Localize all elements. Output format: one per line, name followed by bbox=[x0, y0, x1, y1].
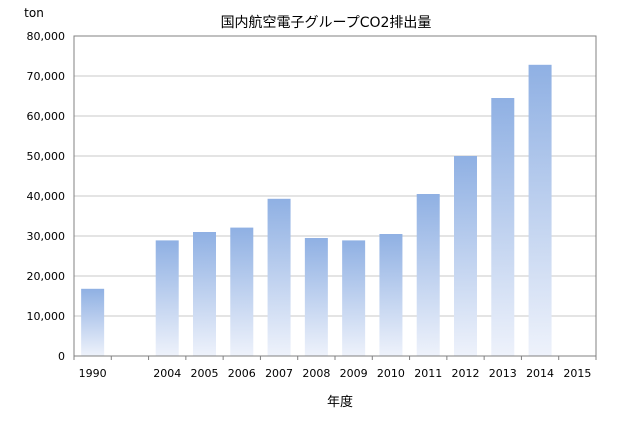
axes bbox=[73, 35, 597, 360]
y-tick-label: 10,000 bbox=[27, 310, 66, 323]
x-tick-label: 2005 bbox=[191, 367, 219, 380]
bar bbox=[416, 194, 440, 356]
y-tick-label: 0 bbox=[58, 350, 65, 363]
x-tick-label: 2007 bbox=[265, 367, 293, 380]
x-tick-label: 2009 bbox=[340, 367, 368, 380]
y-tick-label: 60,000 bbox=[27, 110, 66, 123]
x-tick-label: 2013 bbox=[489, 367, 517, 380]
y-tick-label: 20,000 bbox=[27, 270, 66, 283]
x-tick-label: 2014 bbox=[526, 367, 554, 380]
y-tick-label: 30,000 bbox=[27, 230, 66, 243]
bar bbox=[342, 240, 366, 356]
x-tick-label: 2012 bbox=[452, 367, 480, 380]
x-tick-label: 2011 bbox=[414, 367, 442, 380]
x-axis-label: 年度 bbox=[327, 394, 353, 410]
bar bbox=[528, 64, 552, 357]
y-tick-label: 40,000 bbox=[27, 190, 66, 203]
bar bbox=[304, 238, 328, 356]
y-axis-label: ton bbox=[24, 6, 44, 20]
bar bbox=[491, 98, 515, 356]
x-tick-label: 2015 bbox=[563, 367, 591, 380]
gridlines bbox=[74, 75, 596, 317]
x-tick-labels: 1990 2004 2005 2006 2007 2008 2009 2010 2011 2012… bbox=[79, 367, 592, 380]
x-tick-label: 2010 bbox=[377, 367, 405, 380]
y-tick-labels: 0 10,000 20,000 30,000 40,000 50,000 60,000 70,… bbox=[27, 30, 66, 363]
bars bbox=[81, 64, 552, 357]
bar bbox=[81, 288, 105, 356]
bar bbox=[230, 227, 254, 356]
x-tick-label: 2004 bbox=[153, 367, 181, 380]
bar bbox=[379, 234, 403, 356]
bar bbox=[454, 156, 477, 356]
x-tick-label: 2006 bbox=[228, 367, 256, 380]
bar bbox=[267, 198, 291, 356]
bar bbox=[193, 232, 216, 356]
x-tick-label: 1990 bbox=[79, 367, 107, 380]
y-tick-label: 70,000 bbox=[27, 70, 66, 83]
x-tick-label: 2008 bbox=[302, 367, 330, 380]
y-tick-label: 50,000 bbox=[27, 150, 66, 163]
y-tick-label: 80,000 bbox=[27, 30, 66, 43]
chart-title: 国内航空電子グループCO2排出量 bbox=[221, 15, 432, 31]
bar bbox=[155, 240, 179, 356]
